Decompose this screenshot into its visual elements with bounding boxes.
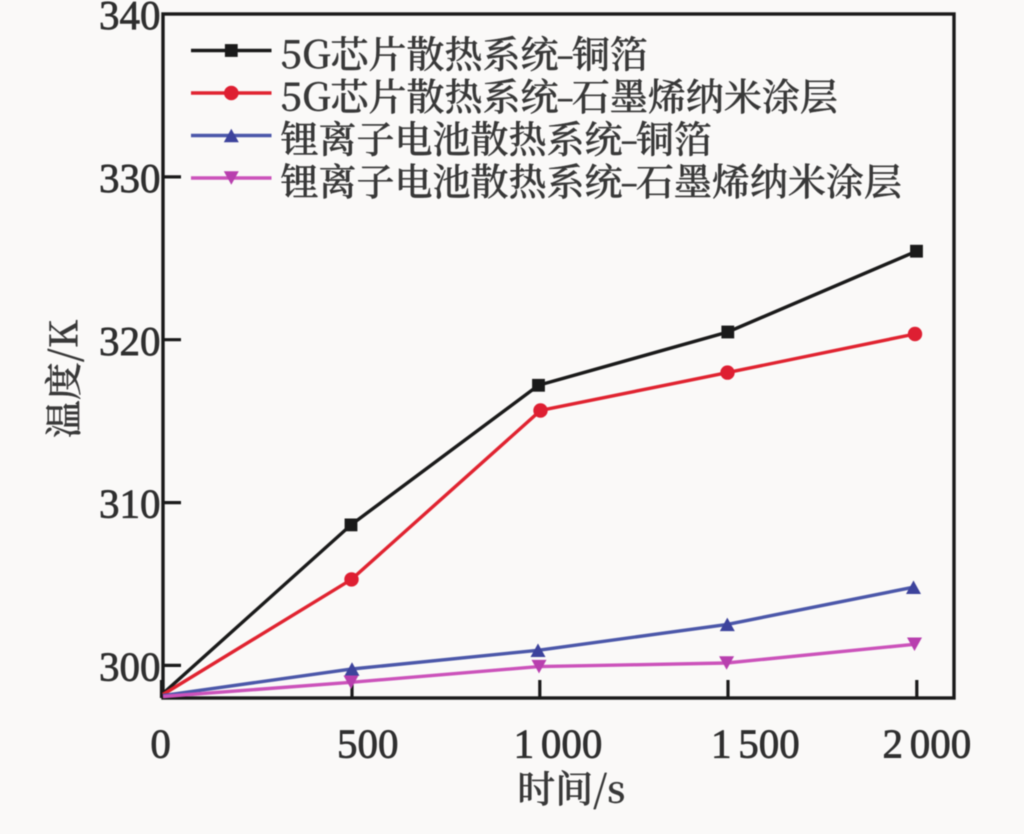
svg-text:340: 340 [99,0,161,38]
svg-text:320: 320 [99,318,161,364]
svg-text:500: 500 [337,720,399,766]
svg-text:310: 310 [99,481,161,527]
svg-text:1 500: 1 500 [711,720,800,766]
svg-text:1 000: 1 000 [514,720,603,766]
svg-text:0: 0 [150,720,171,766]
svg-text:330: 330 [99,155,161,201]
svg-text:2 000: 2 000 [883,720,972,766]
svg-text:300: 300 [99,644,161,690]
